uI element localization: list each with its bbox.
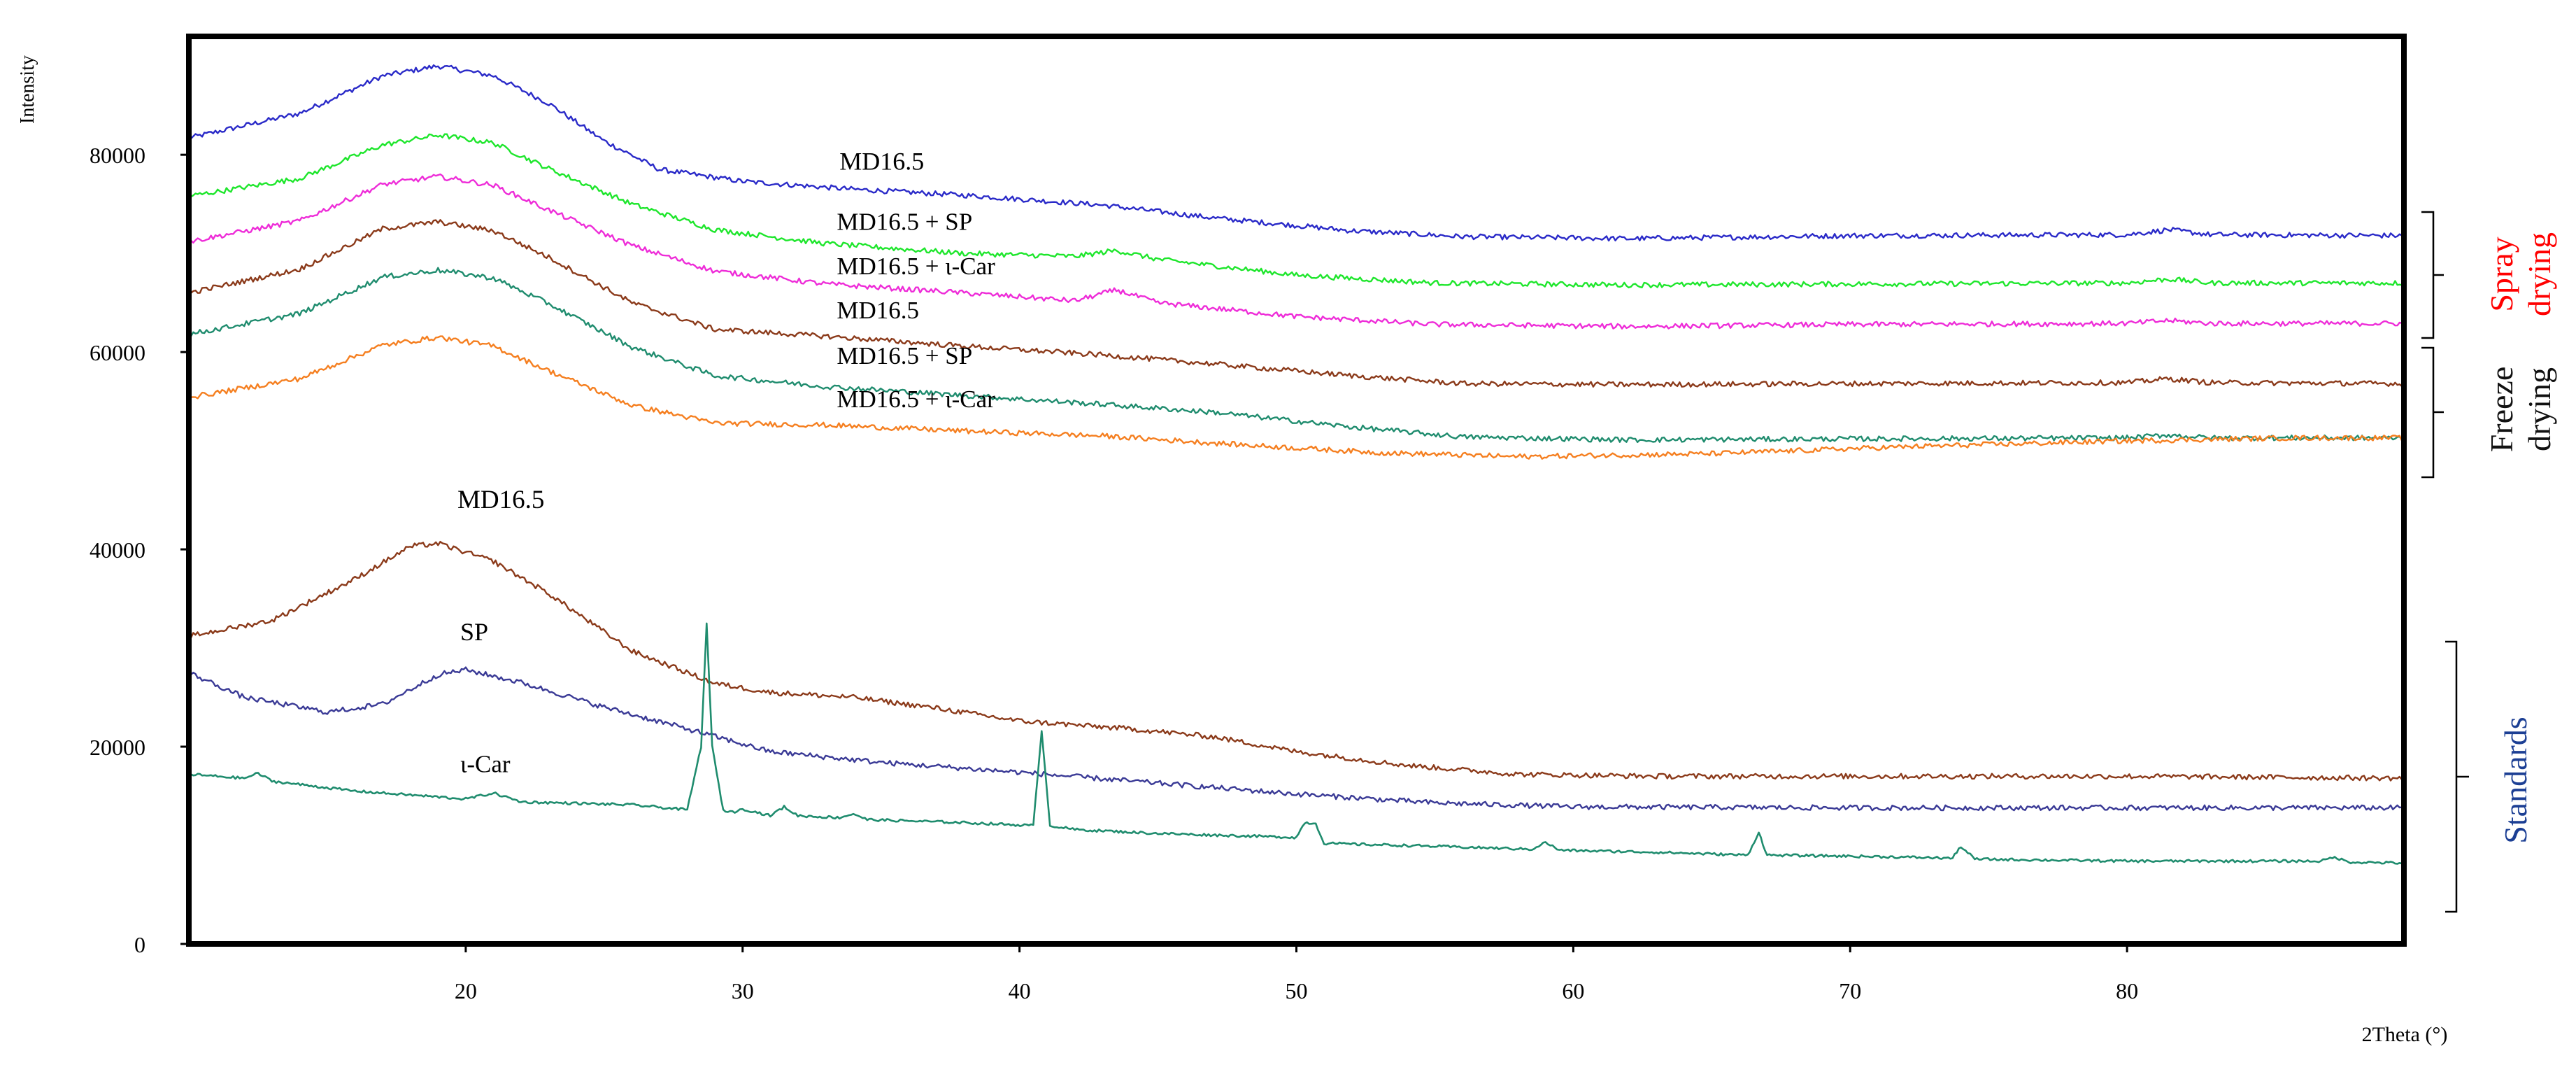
x-axis-label: 2Theta (°) — [2362, 1023, 2448, 1046]
x-tick-label: 50 — [1286, 978, 1308, 1003]
group-label-freeze-drying: Freeze drying — [2484, 367, 2557, 453]
group-label-spray-line1: Spray — [2484, 237, 2519, 311]
bracket-standards — [2445, 640, 2469, 913]
x-tick-label: 40 — [1009, 978, 1031, 1003]
group-label-spray-line2: drying — [2521, 232, 2557, 316]
bracket-freeze-drying — [2421, 346, 2444, 479]
series-annotation: MD16.5 — [839, 147, 924, 175]
group-brackets — [2421, 211, 2469, 913]
series-line-6 — [187, 541, 2405, 782]
series-line-0 — [188, 64, 2405, 242]
series-annotations: MD16.5 MD16.5 + SP MD16.5 + ι-Car MD16.5 MD1… — [457, 147, 995, 777]
series-line-7 — [188, 666, 2405, 812]
series-annotation: ι-Car — [460, 751, 511, 778]
series-line-2 — [188, 173, 2405, 330]
x-tick-label: 80 — [2116, 978, 2138, 1003]
series-line-4 — [188, 267, 2405, 444]
y-tick-label: 0 — [134, 932, 145, 957]
bracket-spray-drying — [2421, 211, 2444, 339]
y-tick-label: 80000 — [90, 143, 145, 168]
group-label-spray-drying: Spray drying — [2484, 232, 2557, 316]
series-annotation: MD16.5 + SP — [837, 342, 972, 369]
y-axis-ticks: 0 20000 40000 60000 80000 — [90, 143, 189, 957]
x-tick-label: 30 — [732, 978, 754, 1003]
x-axis-ticks: 20 30 40 50 60 70 80 — [455, 944, 2138, 1003]
y-axis-label: Intensity — [17, 55, 38, 124]
series-annotation: MD16.5 + ι-Car — [837, 253, 995, 280]
series-line-8 — [188, 622, 2405, 865]
group-label-standards-line1: Standards — [2498, 717, 2533, 843]
series-line-5 — [188, 335, 2405, 460]
group-label-freeze-line1: Freeze — [2484, 367, 2519, 453]
group-label-freeze-line2: drying — [2521, 367, 2557, 451]
x-tick-label: 60 — [1562, 978, 1584, 1003]
group-label-standards: Standards — [2498, 717, 2533, 843]
y-tick-label: 40000 — [90, 537, 145, 563]
data-lines — [187, 64, 2405, 865]
series-annotation: MD16.5 + SP — [837, 208, 972, 235]
x-tick-label: 20 — [455, 978, 477, 1003]
y-tick-label: 20000 — [90, 735, 145, 760]
series-annotation: SP — [460, 618, 488, 646]
series-annotation: MD16.5 — [837, 297, 919, 324]
series-line-3 — [188, 219, 2405, 388]
y-tick-label: 60000 — [90, 340, 145, 365]
series-annotation: MD16.5 + ι-Car — [837, 386, 995, 413]
series-line-1 — [188, 133, 2405, 289]
x-tick-label: 70 — [1839, 978, 1861, 1003]
series-annotation: MD16.5 — [457, 486, 544, 514]
